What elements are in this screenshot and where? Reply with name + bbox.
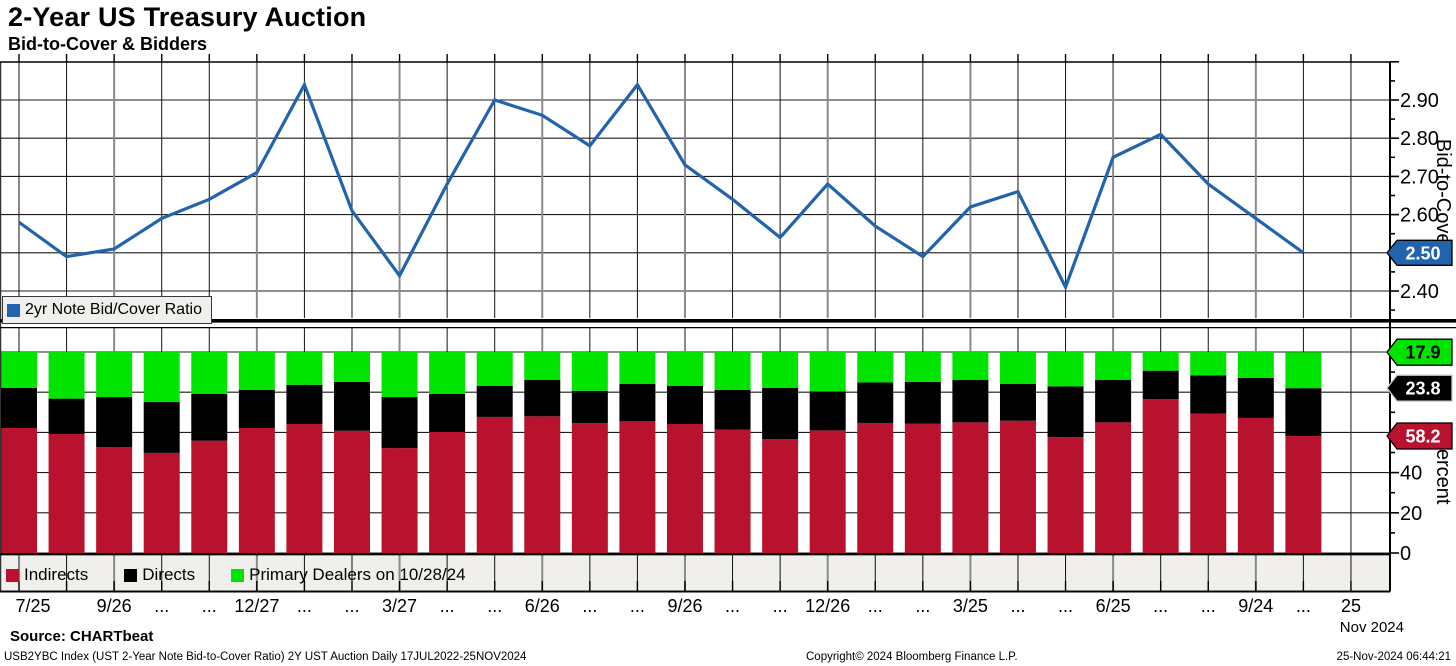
x-tick-label: 3/27	[382, 596, 417, 616]
y-tick-label: 20	[1400, 503, 1422, 525]
bar-stack	[809, 352, 846, 553]
source-label: Source: CHARTbeat	[10, 628, 154, 645]
bar-stack	[1, 352, 37, 553]
x-tick-label: 3/25	[953, 596, 988, 616]
bar-stack	[952, 352, 989, 553]
primary-dealers-label: Primary Dealers on 10/28/24	[249, 565, 466, 584]
line-series	[18, 80, 1305, 292]
bar-value-tag-directs: 23.8	[1386, 374, 1453, 402]
bar-stack	[1237, 352, 1274, 553]
bar-stack	[143, 352, 180, 553]
indirects-label: Indirects	[24, 565, 89, 584]
directs-swatch	[124, 568, 138, 582]
indirects-swatch	[6, 568, 19, 582]
bar-stack	[286, 352, 323, 553]
bar-stack	[857, 352, 894, 553]
y-tick-label: 2.60	[1400, 205, 1439, 227]
svg-text:2.50: 2.50	[1405, 243, 1440, 263]
line-chart-legend: 2yr Note Bid/Cover Ratio	[2, 296, 212, 324]
x-tick-label: 12/26	[805, 596, 850, 616]
svg-text:23.8: 23.8	[1405, 379, 1440, 399]
y-tick-label: 2.90	[1400, 90, 1439, 112]
bar-stack	[48, 352, 85, 553]
bar-stack	[1047, 352, 1084, 553]
x-tick-label: ...	[1153, 596, 1168, 616]
x-tick-label: ...	[915, 596, 930, 616]
line-legend-label: 2yr Note Bid/Cover Ratio	[25, 301, 202, 318]
x-tick-label: ...	[440, 596, 455, 616]
x-tick-label: ...	[487, 596, 502, 616]
x-tick-label: 12/27	[234, 596, 279, 616]
bar-stack	[1095, 352, 1132, 553]
bar-stack	[333, 352, 370, 553]
axis-title-bid-to-cover: Bid-to-Cover	[1432, 139, 1454, 252]
x-tick-label: 6/26	[525, 596, 560, 616]
x-tick-label: ...	[1010, 596, 1025, 616]
line-legend-swatch	[7, 303, 20, 317]
bar-stack	[762, 352, 799, 553]
legend-item-indirects: Indirects	[6, 565, 88, 585]
x-tick-label: ...	[868, 596, 883, 616]
x-axis-note: Nov 2024	[1340, 619, 1404, 636]
x-tick-label: 9/26	[667, 596, 702, 616]
x-tick-label: ...	[1201, 596, 1216, 616]
x-tick-label: 7/25	[15, 596, 50, 616]
svg-text:58.2: 58.2	[1405, 427, 1440, 447]
directs-label: Directs	[142, 565, 196, 584]
bar-value-tag-indirects: 58.2	[1386, 422, 1453, 450]
bar-stack	[1190, 352, 1227, 553]
x-tick-label: ...	[773, 596, 788, 616]
x-tick-label: 25	[1341, 596, 1361, 616]
x-tick-label: 9/24	[1238, 596, 1273, 616]
legend-item-directs: Directs	[124, 565, 195, 585]
x-tick-label: ...	[582, 596, 597, 616]
page-title: 2-Year US Treasury Auction	[8, 2, 367, 32]
y-tick-label: 2.80	[1400, 128, 1439, 150]
bar-stack	[666, 352, 703, 553]
bar-stack	[619, 352, 656, 553]
x-tick-label: ...	[202, 596, 217, 616]
legend-item-primary-dealers: Primary Dealers on 10/28/24	[231, 565, 466, 585]
line-value-tag: 2.50	[1386, 239, 1453, 266]
bar-stack	[904, 352, 941, 553]
x-tick-label: ...	[1296, 596, 1311, 616]
bar-stack	[381, 352, 418, 553]
bar-value-tag-primary-dealers: 17.9	[1386, 338, 1453, 366]
page-subtitle: Bid-to-Cover & Bidders	[8, 34, 208, 54]
index-description: USB2YBC Index (UST 2-Year Note Bid-to-Co…	[4, 651, 527, 663]
timestamp: 25-Nov-2024 06:44:21	[1336, 651, 1451, 663]
bar-stack	[714, 352, 751, 553]
x-tick-label: ...	[154, 596, 169, 616]
svg-text:17.9: 17.9	[1405, 343, 1440, 363]
x-tick-label: 9/26	[97, 596, 132, 616]
y-tick-label: 40	[1400, 463, 1422, 485]
axes: 7/25 9/26...... 12/27...... 3/27...... 6/26.…	[0, 54, 1456, 636]
x-tick-label: 6/25	[1096, 596, 1131, 616]
bar-stack	[96, 352, 133, 553]
bar-stack	[999, 352, 1036, 553]
bar-stack	[1142, 352, 1179, 553]
bar-stack	[476, 352, 513, 553]
x-tick-label: ...	[344, 596, 359, 616]
axis-title-percent: Percent	[1432, 436, 1454, 505]
x-tick-label: ...	[725, 596, 740, 616]
bar-stack	[524, 352, 561, 553]
x-tick-label: ...	[297, 596, 312, 616]
y-tick-label: 0	[1400, 543, 1411, 565]
bar-series	[1, 352, 1322, 553]
x-tick-label: ...	[1058, 596, 1073, 616]
bar-stack	[238, 352, 275, 553]
y-tick-label: 2.70	[1400, 166, 1439, 188]
copyright-notice: Copyright© 2024 Bloomberg Finance L.P.	[806, 651, 1018, 663]
bar-stack	[191, 352, 228, 553]
bar-stack	[571, 352, 608, 553]
bar-chart-legend: Indirects Directs Primary Dealers on 10/…	[6, 562, 466, 588]
y-tick-label: 2.40	[1400, 281, 1439, 303]
primary-dealers-swatch	[231, 568, 245, 582]
x-tick-label: ...	[630, 596, 645, 616]
bar-stack	[1285, 352, 1322, 553]
bar-stack	[429, 352, 466, 553]
